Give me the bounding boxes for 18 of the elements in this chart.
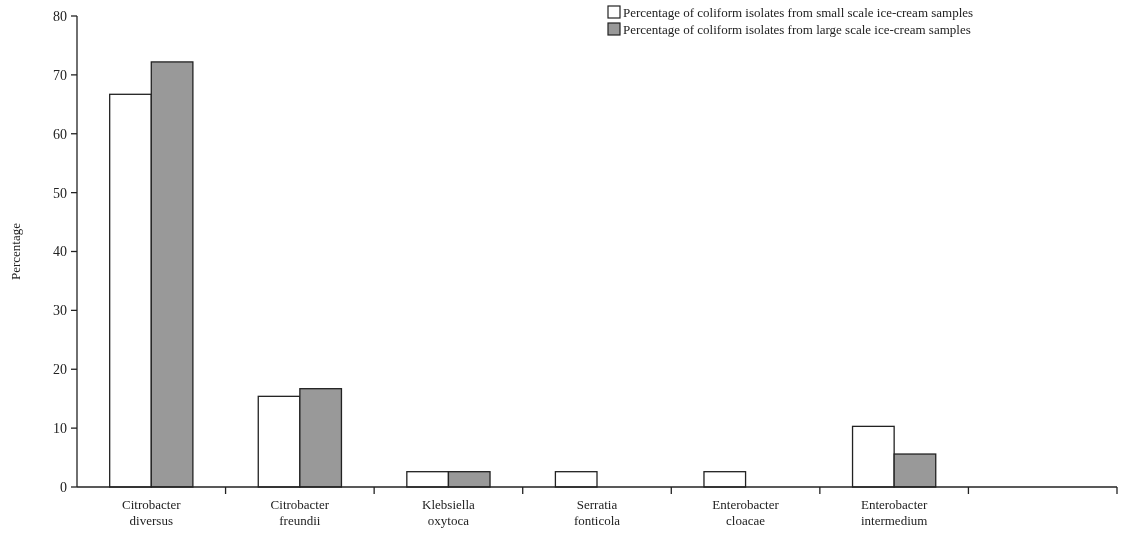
y-tick-label: 40 xyxy=(53,244,67,260)
y-tick-label: 60 xyxy=(53,126,67,142)
x-tick-label: Enterobacter intermedium xyxy=(860,497,929,528)
y-tick-label: 80 xyxy=(53,8,67,24)
y-tick-label: 0 xyxy=(60,479,67,495)
y-tick-label: 50 xyxy=(53,185,67,201)
x-tick-label: Klebsiella oxytoca xyxy=(422,497,475,528)
x-tick-label: Serratia fonticola xyxy=(573,497,621,528)
x-tick-label: Enterobacter cloacae xyxy=(712,497,780,528)
legend-label: Percentage of coliform isolates from small scale ice-cream samples xyxy=(623,5,974,20)
y-tick-label: 30 xyxy=(53,303,67,319)
y-tick-label: 20 xyxy=(53,362,67,378)
x-tick-label: Citrobacter diversus xyxy=(122,497,182,528)
y-tick-label: 10 xyxy=(53,421,67,437)
y-axis-title: Percentage xyxy=(8,222,23,281)
x-tick-label: Citrobacter freundii xyxy=(270,497,330,528)
y-tick-label: 70 xyxy=(53,67,67,83)
legend-label: Percentage of coliform isolates from large scale ice-cream samples xyxy=(623,22,971,37)
